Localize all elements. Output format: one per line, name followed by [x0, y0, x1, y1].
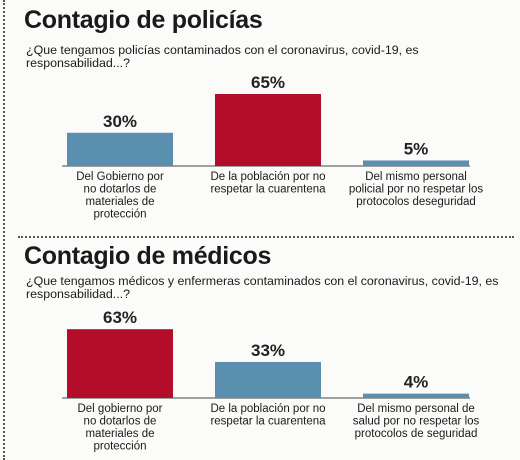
section-title-police: Contagio de policías: [24, 6, 263, 34]
chart-0-category-label-1: De la población por no respetar la cuaren…: [210, 171, 326, 196]
chart-1-bar-0: [67, 329, 173, 398]
chart-1-bar-2: [363, 393, 469, 398]
chart-1-category-label-2: Del mismo personal de salud por no respet…: [353, 403, 480, 440]
chart-0-bar-2: [363, 160, 469, 166]
chart-0-category-label-2: Del mismo personal policial por no respet…: [349, 171, 483, 208]
chart-1-category-label-0: Del gobierno por no dotarlos de materiales…: [77, 403, 162, 453]
question-police: ¿Que tengamos policías contaminados con …: [26, 43, 419, 70]
chart-1-value-label-1: 33%: [251, 341, 285, 360]
section-title-doctors: Contagio de médicos: [24, 242, 272, 270]
chart-0-bar-1: [215, 94, 321, 166]
chart-1-value-label-0: 63%: [103, 308, 137, 327]
section-divider: [18, 236, 514, 238]
left-dotted-rule: [3, 0, 5, 460]
chart-0-value-label-0: 30%: [103, 112, 137, 131]
chart-1-category-label-1: De la población por no respetar la cuaren…: [210, 403, 326, 428]
chart-1-value-label-2: 4%: [404, 373, 429, 392]
chart-0-bar-0: [67, 132, 173, 166]
chart-0-value-label-2: 5%: [404, 139, 429, 158]
chart-0-category-label-0: Del Gobierno por no dotarlos de materiales…: [76, 171, 164, 221]
chart-0-value-label-1: 65%: [251, 73, 285, 92]
question-doctors: ¿Que tengamos médicos y enfermeras conta…: [26, 274, 499, 301]
chart-1-bar-1: [215, 361, 321, 398]
